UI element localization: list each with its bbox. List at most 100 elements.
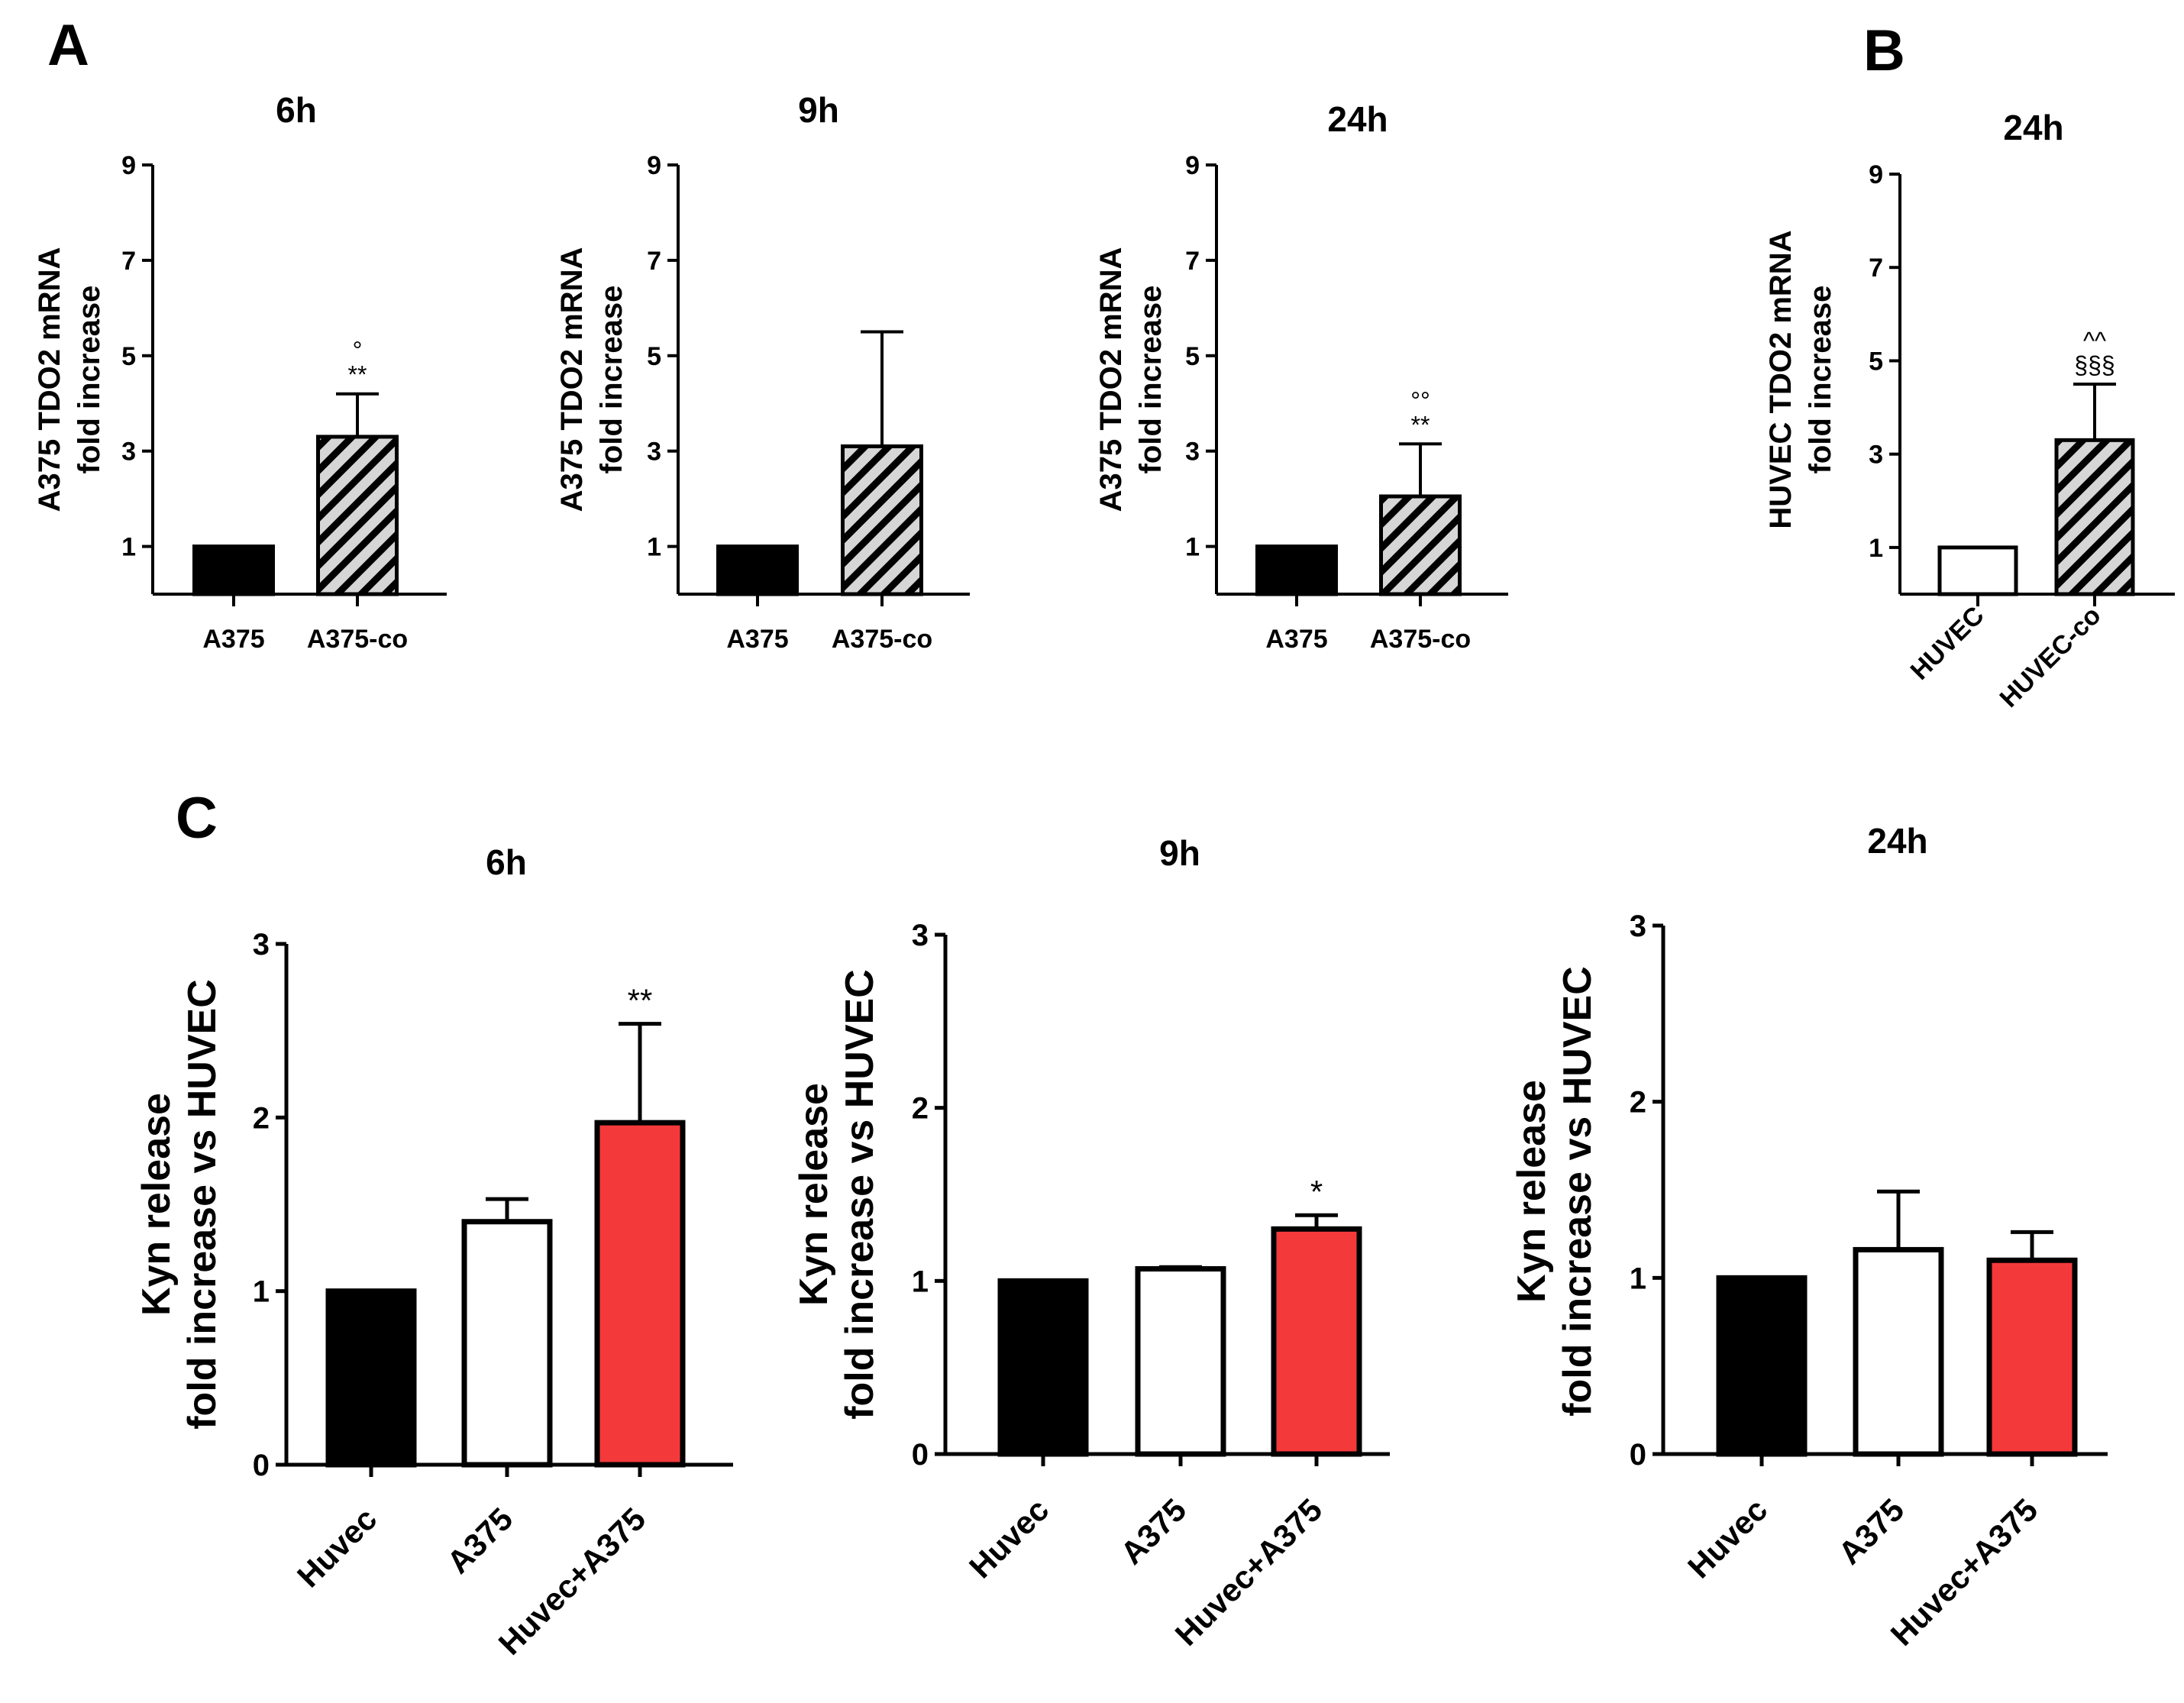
x-category-label: A375 (202, 625, 264, 654)
bar-huvec-a375 (1271, 1226, 1362, 1457)
y-tick-label: 3 (912, 919, 929, 952)
bar-huvec (997, 1278, 1089, 1457)
y-tick-label: 1 (121, 533, 136, 562)
bar-huvec-co (2054, 438, 2135, 596)
y-tick-label: 5 (1185, 342, 1200, 371)
y-axis-title: fold increase (1804, 286, 1837, 474)
chart-4: 6h Kyn release fold increase vs HUVEC 0 1 2 3 H… (134, 842, 733, 1662)
bar-a375 (716, 545, 799, 596)
y-tick-label: 7 (1185, 247, 1200, 276)
y-tick-label: 1 (1185, 533, 1200, 562)
x-category-label: A375 (726, 625, 788, 654)
y-tick-label: 0 (253, 1449, 270, 1482)
bar-huvec (1937, 545, 2018, 596)
chart-title: 6h (276, 90, 317, 130)
y-axis-title: fold increase (1134, 286, 1168, 474)
chart-title: 24h (2003, 108, 2063, 147)
y-tick-label: 3 (121, 438, 136, 467)
x-category-label: A375 (1265, 625, 1327, 654)
y-tick-label: 0 (1630, 1438, 1646, 1472)
y-tick-label: 7 (1869, 254, 1883, 283)
chart-title: 6h (486, 842, 527, 882)
y-tick-label: 9 (1185, 151, 1200, 180)
y-tick-label: 2 (912, 1092, 929, 1126)
significance-annotation: ** (1411, 411, 1430, 438)
bar-a375 (1135, 1265, 1226, 1457)
x-category-label: HUVEC-co (1995, 601, 2107, 713)
y-tick-label: 9 (1869, 160, 1883, 189)
y-axis-title: A375 TDO2 mRNA (1094, 247, 1128, 512)
y-axis-title: fold increase vs HUVEC (180, 979, 225, 1430)
chart-title: 9h (798, 90, 839, 130)
x-category-label: A375 (1831, 1491, 1911, 1571)
significance-annotation: ** (348, 361, 367, 389)
significance-annotation: ^^ (2083, 327, 2106, 354)
panel-label-c: C (176, 786, 218, 851)
bar-a375 (192, 545, 275, 596)
bar-huvec-a375 (1986, 1257, 2078, 1457)
bar-a375-co (316, 435, 399, 596)
chart-6: 24h Kyn release fold increase vs HUVEC 0 1 2 3… (1510, 821, 2108, 1653)
x-category-label: A375-co (1370, 625, 1471, 654)
y-tick-label: 1 (253, 1275, 270, 1309)
chart-title: 24h (1867, 821, 1927, 861)
chart-2: 24h A375 TDO2 mRNA fold increase 1 3 5 7 9 A375 A… (1094, 99, 1508, 654)
panel-label-b: B (1863, 18, 1905, 83)
y-axis-title: Kyn release (134, 1093, 179, 1316)
x-category-label: Huvec (1681, 1491, 1774, 1585)
x-category-label: Huvec (962, 1491, 1055, 1585)
bar-huvec (1716, 1275, 1808, 1457)
y-tick-label: 7 (647, 247, 661, 276)
chart-5: 9h Kyn release fold increase vs HUVEC 0 1 2 3 H… (792, 833, 1390, 1653)
chart-title: 9h (1159, 833, 1200, 873)
y-tick-label: 5 (647, 342, 661, 371)
x-category-label: HUVEC (1905, 601, 1990, 686)
y-tick-label: 3 (1869, 441, 1883, 470)
y-tick-label: 1 (647, 533, 661, 562)
bar-huvec-a375 (594, 1120, 686, 1468)
y-axis-title: Kyn release (792, 1083, 836, 1306)
y-tick-label: 9 (647, 151, 661, 180)
y-axis-title: HUVEC TDO2 mRNA (1764, 230, 1798, 528)
y-axis-title: A375 TDO2 mRNA (555, 247, 589, 512)
significance-annotation: ** (628, 983, 653, 1019)
y-tick-label: 9 (121, 151, 136, 180)
y-tick-label: 2 (253, 1101, 270, 1135)
y-axis-title: fold increase (595, 286, 628, 474)
significance-annotation: °° (1410, 386, 1430, 414)
y-tick-label: 2 (1630, 1086, 1646, 1120)
y-tick-label: 5 (121, 342, 136, 371)
bar-a375 (1853, 1246, 1944, 1457)
significance-annotation: ° (353, 337, 363, 364)
y-axis-title: fold increase (73, 286, 106, 474)
x-category-label: Huvec (290, 1501, 383, 1594)
bar-a375 (461, 1219, 553, 1468)
y-axis-title: fold increase vs HUVEC (838, 969, 882, 1420)
bar-a375-co (841, 444, 923, 596)
y-tick-label: 1 (1630, 1262, 1646, 1295)
bar-a375 (1255, 545, 1338, 596)
y-tick-label: 3 (647, 438, 661, 467)
x-category-label: A375-co (832, 625, 932, 654)
significance-annotation: * (1310, 1174, 1323, 1210)
bar-huvec (325, 1288, 417, 1468)
y-tick-label: 3 (1185, 438, 1200, 467)
y-axis-title: A375 TDO2 mRNA (33, 247, 66, 512)
y-tick-label: 3 (1630, 910, 1646, 943)
x-category-label: A375 (440, 1501, 519, 1580)
y-tick-label: 1 (1869, 534, 1883, 563)
y-tick-label: 0 (912, 1438, 929, 1472)
panel-label-a: A (47, 13, 89, 78)
chart-0: 6h A375 TDO2 mRNA fold increase 1 3 5 7 9 A375 A3… (33, 90, 447, 654)
y-axis-title: fold increase vs HUVEC (1556, 966, 1600, 1417)
y-tick-label: 1 (912, 1265, 929, 1298)
chart-1: 9h A375 TDO2 mRNA fold increase 1 3 5 7 9 A375 A3… (555, 90, 970, 654)
significance-annotation: §§§ (2074, 351, 2115, 379)
x-category-label: A375 (1113, 1491, 1193, 1571)
x-category-label: A375-co (307, 625, 408, 654)
bar-a375-co (1379, 494, 1462, 596)
x-category-label: Huvec+A375 (1168, 1491, 1329, 1653)
y-tick-label: 7 (121, 247, 136, 276)
